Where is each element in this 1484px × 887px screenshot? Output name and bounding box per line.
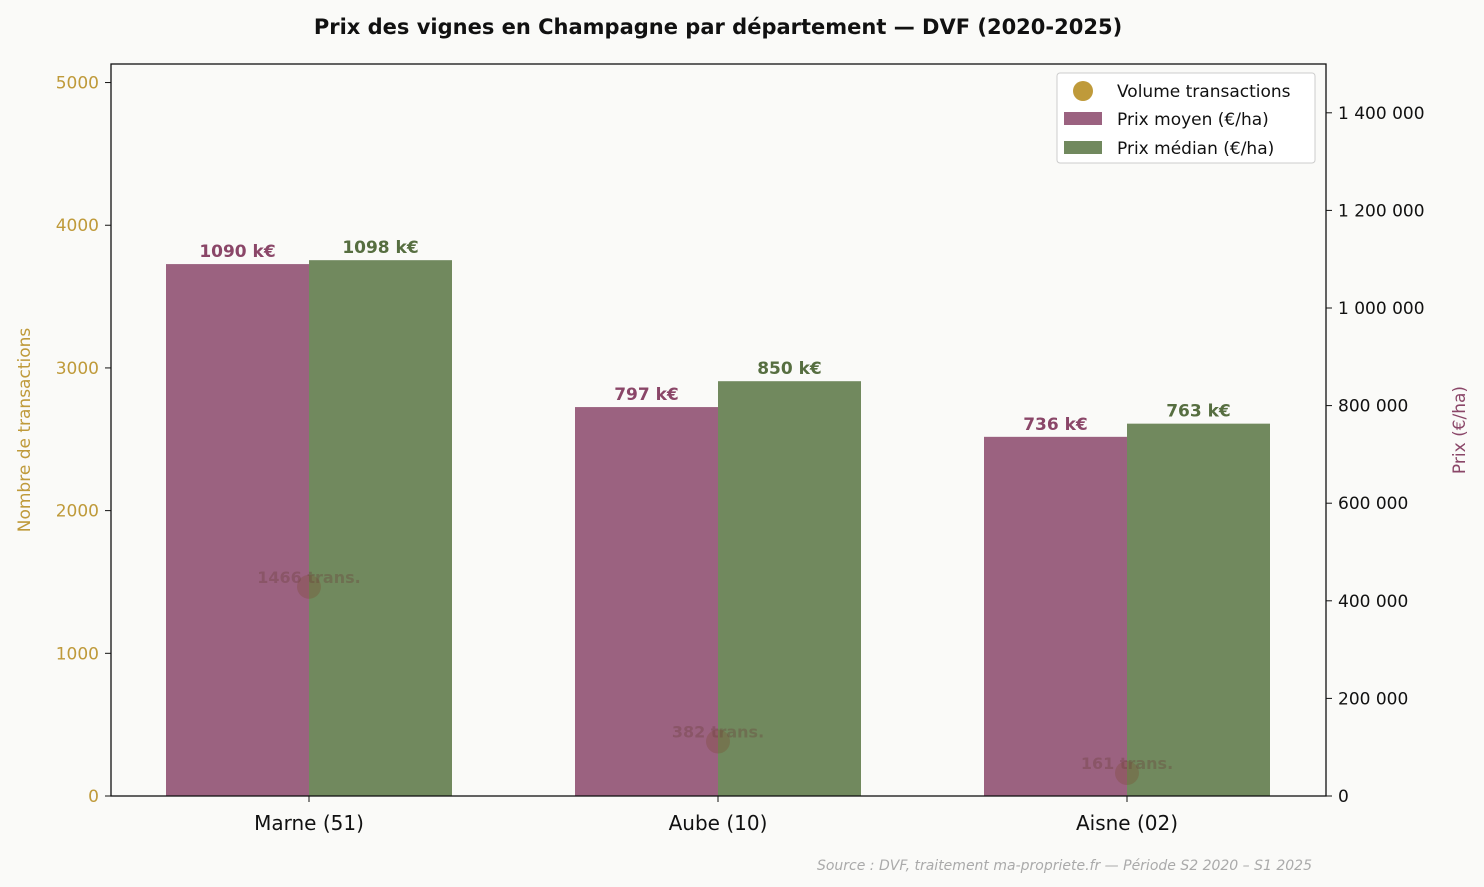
legend-label: Prix médian (€/ha) [1117,139,1274,159]
bar-mean [575,407,718,796]
legend-median-swatch [1064,141,1102,154]
legend-mean-swatch [1064,112,1102,125]
bar-value-label: 797 k€ [614,385,679,405]
bar-median [718,381,861,796]
y-left-tick-label: 4000 [56,216,99,236]
y-axis-right-label: Prix (€/ha) [1450,386,1470,474]
legend-label: Prix moyen (€/ha) [1117,110,1269,130]
x-tick-label: Aube (10) [669,811,768,835]
scatter-value-label: 1466 trans. [257,568,360,587]
bar-mean [166,264,309,797]
y-right-tick-label: 600 000 [1338,494,1408,514]
chart-title: Prix des vignes en Champagne par départe… [314,15,1122,39]
y-left-tick-label: 3000 [56,359,99,379]
scatter-point [1115,761,1139,786]
y-left-tick-label: 0 [88,787,99,807]
y-right-tick-label: 1 200 000 [1338,201,1425,221]
y-left-tick-label: 5000 [56,74,99,94]
scatter-point [706,729,730,754]
bar-value-label: 1090 k€ [199,242,275,262]
bar-value-label: 1098 k€ [342,238,418,258]
legend: Volume transactions Prix moyen (€/ha) Pr… [1056,72,1316,164]
x-tick-label: Aisne (02) [1076,811,1178,835]
y-right-tick-label: 800 000 [1338,397,1408,417]
bar-value-label: 850 k€ [757,359,822,379]
y-right-tick-label: 1 000 000 [1338,299,1425,319]
y-right-tick-label: 200 000 [1338,689,1408,709]
legend-label: Volume transactions [1117,82,1291,102]
source-note: Source : DVF, traitement ma-propriete.fr… [817,858,1312,874]
scatter-value-label: 382 trans. [672,722,764,741]
y-right-tick-label: 400 000 [1338,592,1408,612]
bar-value-label: 736 k€ [1023,415,1088,435]
scatter-value-label: 161 trans. [1081,754,1173,773]
y-left-tick-label: 2000 [56,502,99,522]
x-tick-label: Marne (51) [254,811,364,835]
bar-median [1127,423,1270,796]
bar-mean [984,436,1127,796]
legend-scatter-swatch [1073,81,1093,101]
bar-median [309,260,452,796]
bar-value-label: 763 k€ [1166,402,1231,422]
y-right-tick-label: 0 [1338,787,1349,807]
scatter-point [297,574,321,599]
y-right-tick-label: 1 400 000 [1338,104,1425,124]
y-left-tick-label: 1000 [56,644,99,664]
y-axis-left-label: Nombre de transactions [15,328,35,533]
